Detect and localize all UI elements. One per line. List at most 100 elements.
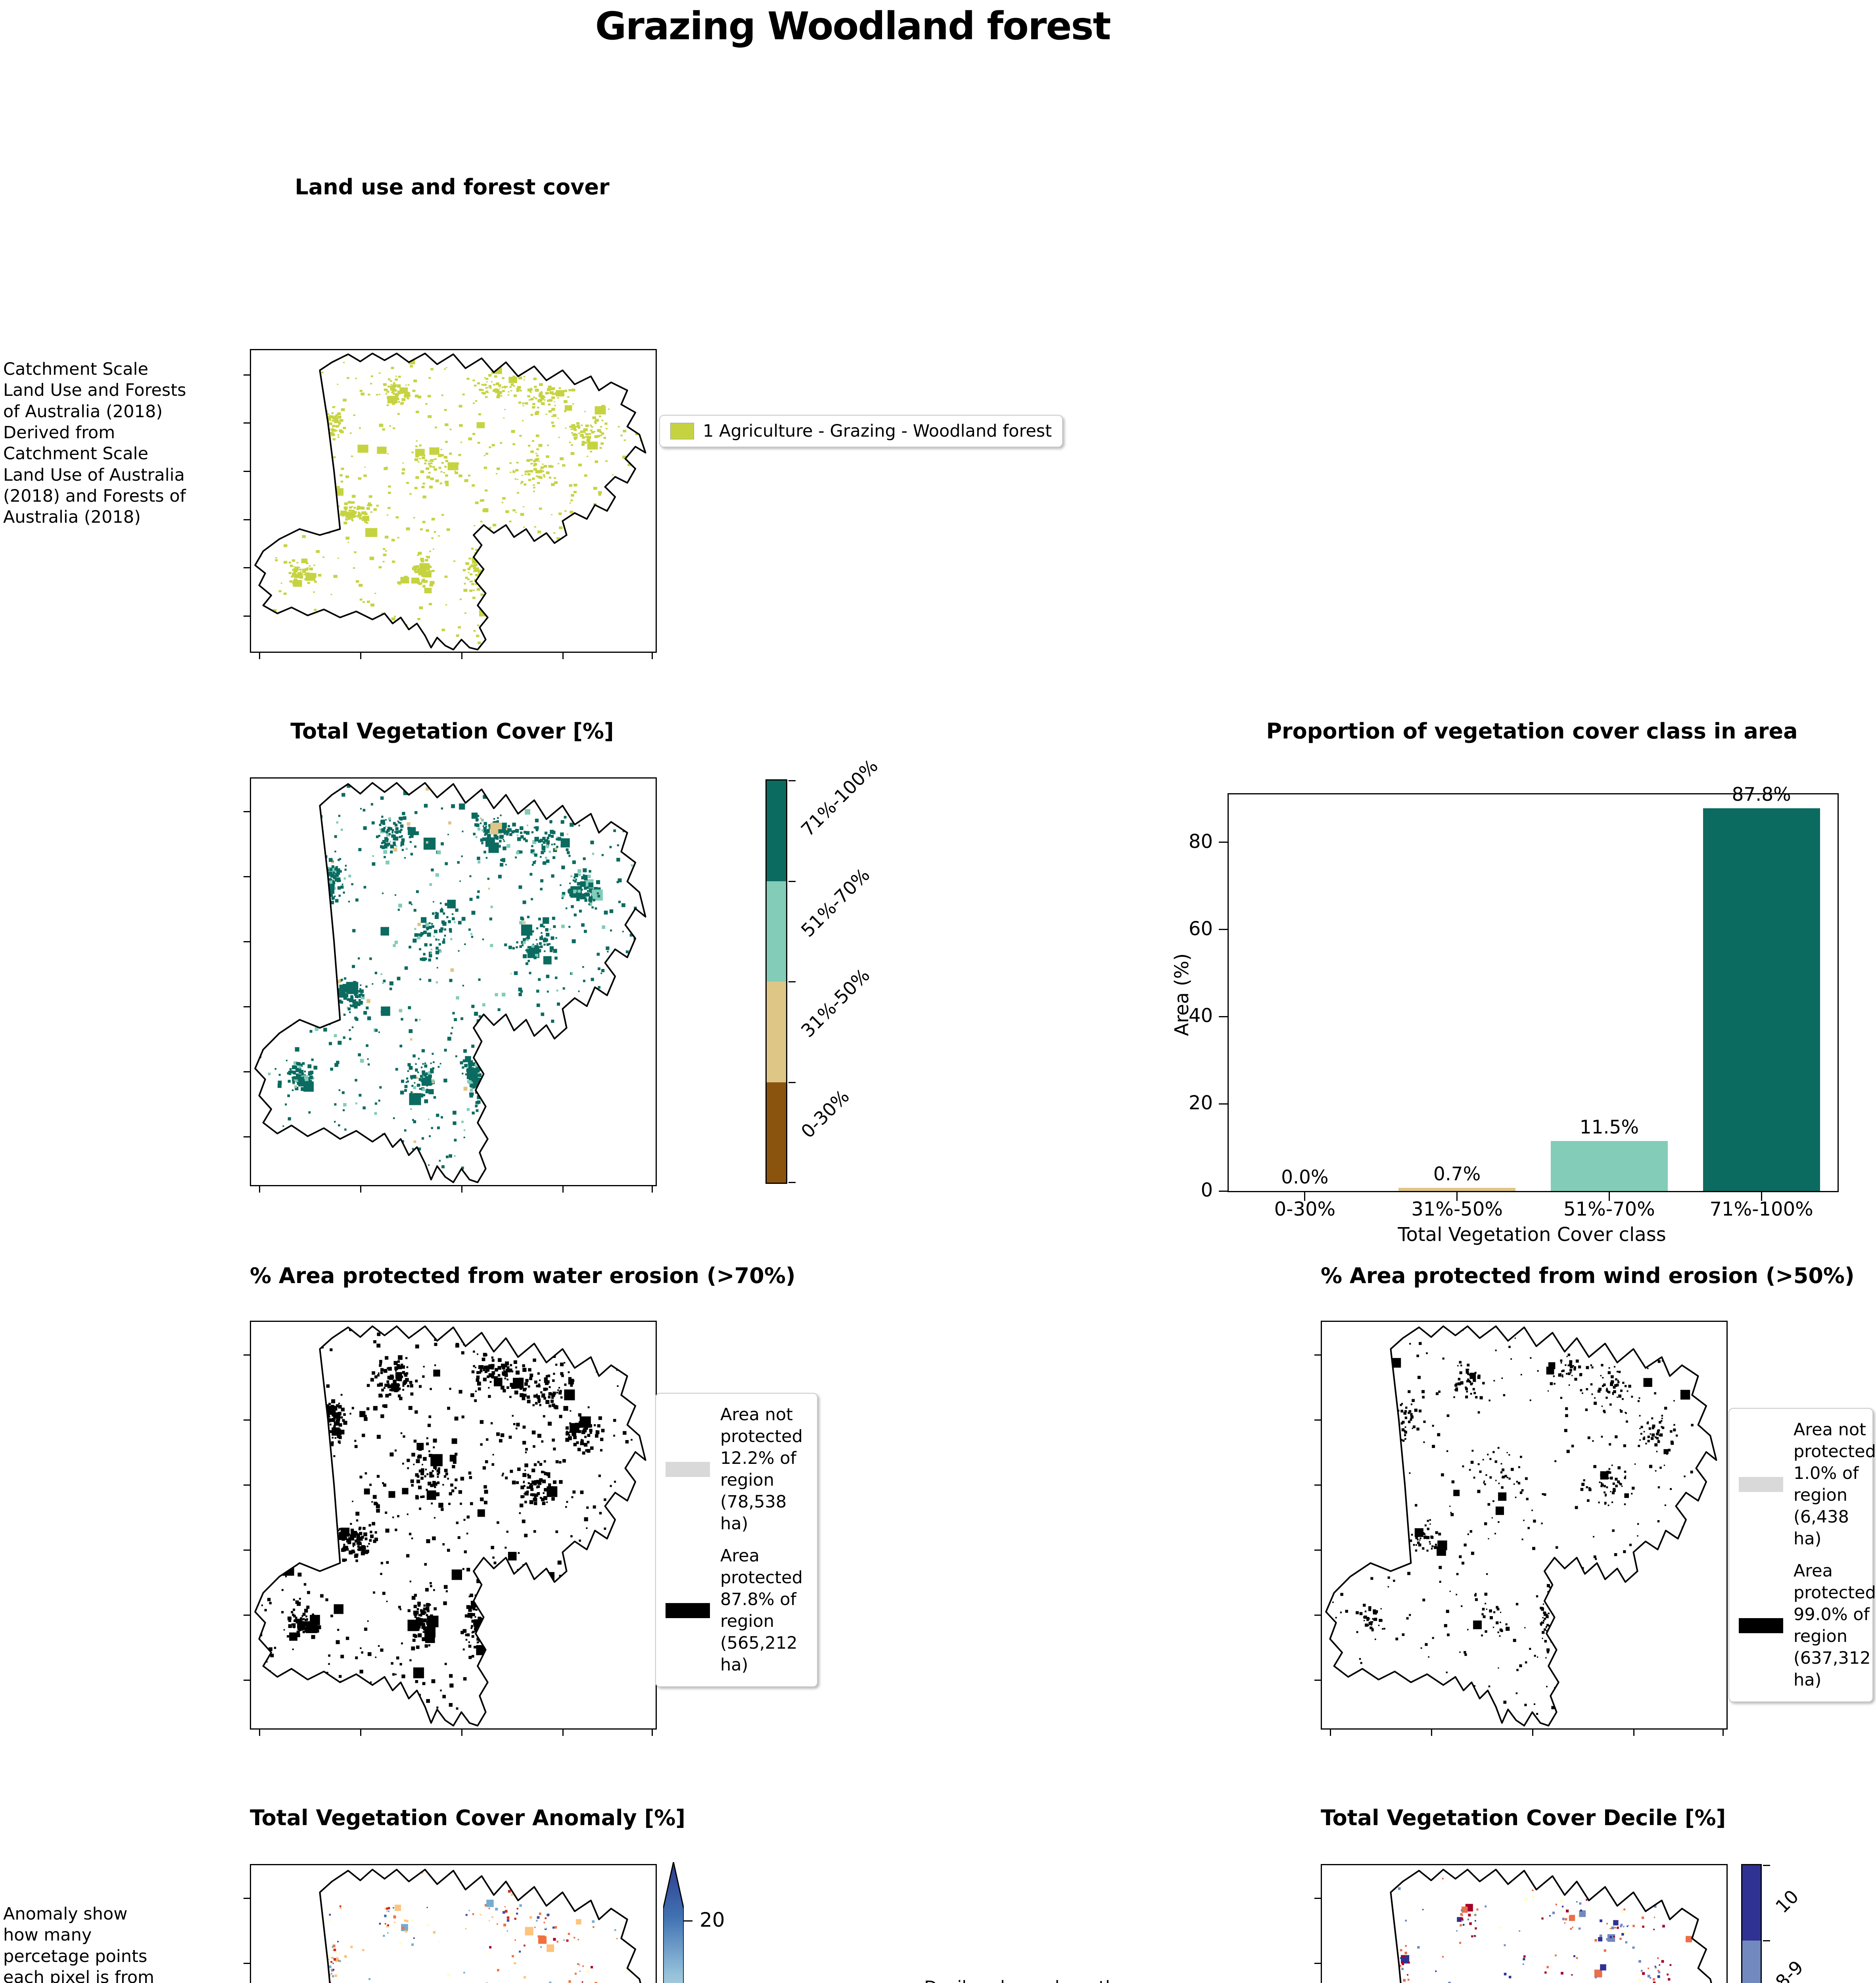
axis-tick <box>1314 1354 1321 1356</box>
axis-tick <box>1314 1963 1321 1964</box>
map-landuse-canvas <box>251 350 656 652</box>
water-notprotected-label: Area not protected 12.2% of region (78,5… <box>720 1405 803 1534</box>
map-decile <box>1314 1864 1728 1983</box>
bar <box>1550 1141 1668 1191</box>
bar-value-label: 0.0% <box>1281 1166 1329 1188</box>
tvc-colorbar-segment <box>767 781 786 881</box>
axis-tick <box>244 1419 250 1421</box>
decile-note: Deciles show where the pixel value lies … <box>924 1977 1152 1983</box>
water-panel-title: % Area protected from water erosion (>70… <box>250 1263 796 1288</box>
wind-notprotected-swatch <box>1739 1477 1783 1492</box>
decile-colorbar-segment <box>1742 1941 1761 1983</box>
axis-tick <box>461 1730 463 1736</box>
wind-notprotected-label: Area not protected 1.0% of region (6,438… <box>1794 1420 1876 1549</box>
axis-tick <box>360 653 362 659</box>
x-axis-tick <box>1761 1192 1762 1201</box>
y-axis-tick-label: 40 <box>1188 1005 1213 1027</box>
y-axis-tick <box>1219 1016 1228 1017</box>
landuse-note: Catchment Scale Land Use and Forests of … <box>3 359 186 527</box>
axis-tick <box>244 811 250 812</box>
water-protected-label: Area protected 87.8% of region (565,212 … <box>720 1546 803 1675</box>
axis-tick <box>259 1730 261 1736</box>
axis-tick <box>1330 1730 1331 1736</box>
anomaly-colorbar-gradient <box>662 1862 685 1983</box>
water-notprotected-swatch <box>666 1462 710 1477</box>
bar-chart-title: Proportion of vegetation cover class in … <box>1266 719 1798 744</box>
axis-tick <box>1431 1730 1433 1736</box>
axis-tick <box>244 1484 250 1486</box>
axis-tick <box>651 1730 653 1736</box>
bar-chart-plot: 0 20 40 60 80 0.0% 0-30% 0.7% 31%-50% 11.5% 51%-70… <box>1189 784 1839 1220</box>
landuse-panel-title: Land use and forest cover <box>295 175 610 199</box>
axis-tick <box>1314 1680 1321 1681</box>
bar-chart-xlabel: Total Vegetation Cover class <box>1398 1224 1666 1246</box>
page-title: Grazing Woodland forest <box>595 4 1111 48</box>
axis-tick <box>244 1550 250 1551</box>
y-axis-tick <box>1219 1190 1228 1192</box>
decile-colorbar-tick <box>1763 1940 1770 1942</box>
map-tvc-canvas <box>251 779 656 1185</box>
anomaly-colorbar: 20100−10−20 <box>662 1862 725 1983</box>
water-legend-item-protected: Area protected 87.8% of region (565,212 … <box>666 1545 808 1676</box>
axis-tick <box>244 1963 250 1964</box>
x-axis-tick-label: 71%-100% <box>1709 1198 1813 1220</box>
axis-tick <box>244 471 250 472</box>
axis-tick <box>1314 1898 1321 1899</box>
decile-colorbar-label: 10 <box>1771 1885 1803 1918</box>
axis-tick <box>244 422 250 424</box>
tvc-colorbar-label: 51%-70% <box>796 864 874 941</box>
map-tvc-boundary <box>255 783 645 1182</box>
axis-tick <box>244 941 250 942</box>
bar <box>1703 808 1820 1191</box>
axis-tick <box>244 567 250 569</box>
axis-tick <box>651 1186 653 1193</box>
y-axis-tick-label: 0 <box>1201 1179 1213 1201</box>
map-wind-canvas <box>1322 1322 1726 1728</box>
axis-tick <box>259 653 261 659</box>
tvc-panel-title: Total Vegetation Cover [%] <box>290 719 614 744</box>
map-decile-speckles <box>1327 1873 1717 1983</box>
axis-tick <box>244 1006 250 1007</box>
bar-value-label: 87.8% <box>1732 784 1791 806</box>
axis-tick <box>244 615 250 617</box>
tvc-colorbar-segment <box>767 881 786 982</box>
map-wind-erosion <box>1314 1321 1728 1736</box>
x-axis-tick-label: 31%-50% <box>1411 1198 1503 1220</box>
map-water-canvas <box>251 1322 656 1728</box>
axis-tick <box>1314 1419 1321 1421</box>
x-axis-tick <box>1608 1192 1610 1201</box>
x-axis-tick <box>1456 1192 1458 1201</box>
wind-protected-swatch <box>1739 1618 1783 1634</box>
tvc-colorbar-label: 31%-50% <box>796 964 874 1042</box>
tvc-colorbar-label: 71%-100% <box>796 755 882 841</box>
wind-protected-label: Area protected 99.0% of region (637,312 … <box>1794 1561 1876 1690</box>
map-water-boundary <box>255 1326 645 1726</box>
map-decile-canvas <box>1326 1865 1726 1983</box>
axis-tick <box>244 1354 250 1356</box>
map-decile-boundary <box>1326 1870 1716 1983</box>
axis-tick <box>1633 1730 1635 1736</box>
wind-legend-item-protected: Area protected 99.0% of region (637,312 … <box>1739 1560 1876 1691</box>
bar <box>1398 1188 1516 1191</box>
y-axis-tick-label: 20 <box>1188 1092 1213 1114</box>
map-wind-speckles <box>1327 1327 1717 1726</box>
tvc-colorbar-tick <box>788 1082 796 1083</box>
tvc-colorbar-tick <box>788 981 796 982</box>
axis-tick <box>244 1680 250 1681</box>
tvc-colorbar-label: 0-30% <box>796 1085 854 1142</box>
axis-tick <box>244 1071 250 1072</box>
axis-tick <box>244 1898 250 1899</box>
axis-tick <box>244 1136 250 1137</box>
axis-tick <box>651 653 653 659</box>
map-landuse-boundary <box>255 353 645 650</box>
map-landuse <box>244 349 657 659</box>
y-axis-tick-label: 60 <box>1188 917 1213 940</box>
landuse-legend: 1 Agriculture - Grazing - Woodland fores… <box>659 415 1063 447</box>
decile-colorbar: 108-94-72-31 <box>1741 1864 1807 1983</box>
y-axis-tick-label: 80 <box>1188 830 1213 853</box>
tvc-colorbar-tick <box>788 780 796 781</box>
axis-tick <box>259 1186 261 1193</box>
bar-value-label: 11.5% <box>1579 1116 1639 1138</box>
landuse-legend-label: 1 Agriculture - Grazing - Woodland fores… <box>703 421 1052 441</box>
axis-tick <box>461 1186 463 1193</box>
